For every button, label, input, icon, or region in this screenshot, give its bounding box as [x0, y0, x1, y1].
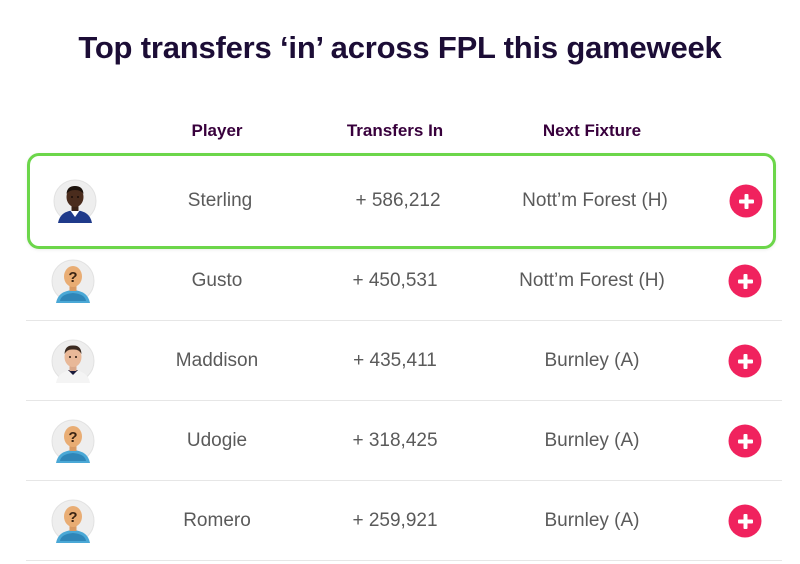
player-name: Romero [183, 510, 251, 531]
add-player-button[interactable] [729, 184, 763, 218]
column-header-player: Player [191, 121, 243, 140]
add-player-button[interactable] [728, 344, 762, 378]
add-player-button[interactable] [728, 264, 762, 298]
row-divider [26, 480, 782, 481]
page-title: Top transfers ‘in’ across FPL this gamew… [78, 30, 722, 65]
column-header-next-fixture: Next Fixture [542, 121, 642, 140]
svg-text:?: ? [68, 269, 77, 286]
player-photo-avatar [53, 179, 97, 223]
next-fixture: Burnley (A) [544, 430, 640, 451]
table-row-gusto[interactable]: ? Gusto + 450,531 Nott’m Forest (H) [26, 241, 782, 321]
next-fixture: Burnley (A) [544, 350, 640, 371]
transfers-in-value: + 586,212 [355, 190, 441, 211]
player-photo-avatar [51, 339, 95, 383]
row-divider [26, 560, 782, 561]
next-fixture: Nott’m Forest (H) [519, 270, 665, 291]
player-name: Udogie [186, 430, 248, 451]
next-fixture: Burnley (A) [544, 510, 640, 531]
placeholder-avatar-icon: ? [51, 499, 95, 543]
row-divider [26, 320, 782, 321]
player-name: Maddison [175, 350, 259, 371]
transfers-in-value: + 435,411 [353, 350, 437, 371]
svg-text:?: ? [68, 509, 77, 526]
player-name: Gusto [191, 270, 243, 291]
add-player-button[interactable] [728, 424, 762, 458]
transfers-in-value: + 318,425 [352, 430, 438, 451]
placeholder-avatar-icon: ? [51, 259, 95, 303]
next-fixture: Nott’m Forest (H) [522, 190, 668, 211]
transfers-in-value: + 259,921 [352, 510, 438, 531]
table-row-maddison[interactable]: Maddison + 435,411 Burnley (A) [26, 321, 782, 401]
add-player-button[interactable] [728, 504, 762, 538]
table-row-sterling[interactable]: Sterling + 586,212 Nott’m Forest (H) [27, 153, 776, 249]
player-name: Sterling [187, 190, 253, 211]
column-header-transfers-in: Transfers In [346, 121, 444, 140]
row-divider [26, 400, 782, 401]
transfers-in-value: + 450,531 [352, 270, 438, 291]
placeholder-avatar-icon: ? [51, 419, 95, 463]
table-header: Player Transfers In Next Fixture [0, 121, 800, 143]
svg-text:?: ? [68, 429, 77, 446]
table-row-romero[interactable]: ? Romero + 259,921 Burnley (A) [26, 481, 782, 561]
table-row-udogie[interactable]: ? Udogie + 318,425 Burnley (A) [26, 401, 782, 481]
